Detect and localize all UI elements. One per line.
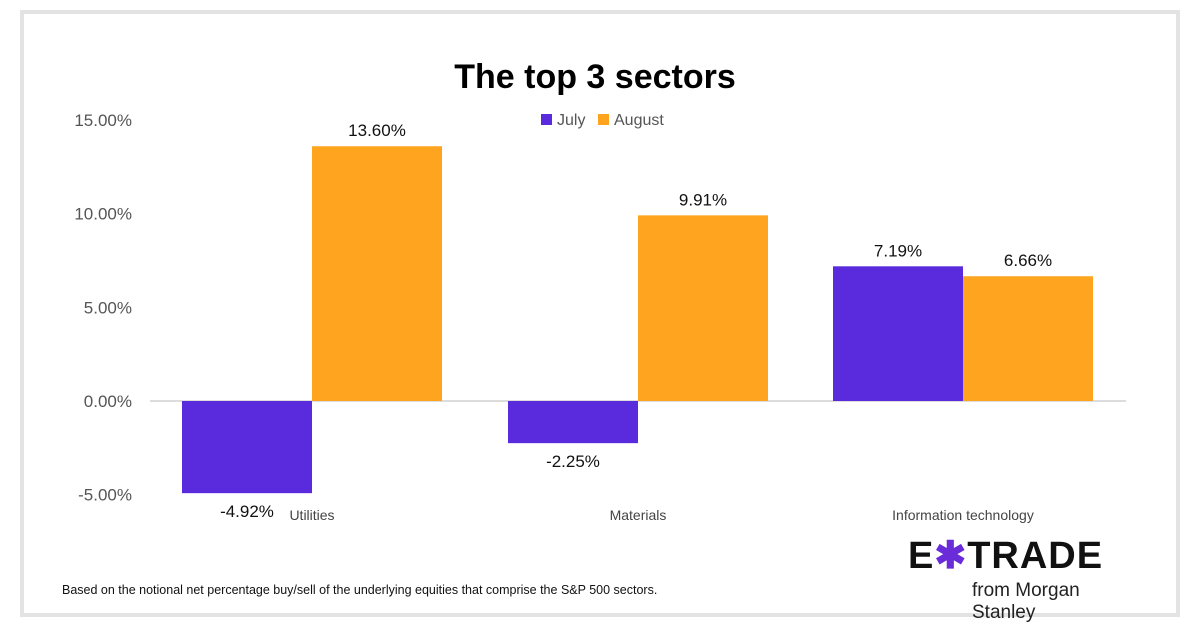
footnote: Based on the notional net percentage buy… bbox=[62, 583, 658, 597]
data-label: 9.91% bbox=[679, 190, 727, 209]
legend-swatch bbox=[541, 114, 552, 125]
legend-swatch bbox=[598, 114, 609, 125]
bar-july bbox=[833, 266, 963, 401]
logo-wordmark: E✱TRADE bbox=[908, 535, 1104, 577]
y-tick-label: 10.00% bbox=[74, 205, 132, 224]
data-label: 13.60% bbox=[348, 121, 406, 140]
legend-label: August bbox=[614, 112, 664, 129]
data-label: -2.25% bbox=[546, 452, 600, 471]
category-label: Materials bbox=[610, 507, 667, 523]
bar-july bbox=[182, 401, 312, 494]
data-label: 6.66% bbox=[1004, 251, 1052, 270]
logo-subtitle: from Morgan Stanley bbox=[972, 580, 1080, 623]
y-tick-label: 0.00% bbox=[84, 392, 132, 411]
data-label: 7.19% bbox=[874, 241, 922, 260]
bar-july bbox=[508, 401, 638, 444]
bar-august bbox=[963, 276, 1093, 401]
legend-label: July bbox=[557, 112, 585, 129]
y-tick-label: 15.00% bbox=[74, 111, 132, 130]
data-label: -4.92% bbox=[220, 502, 274, 521]
category-label: Information technology bbox=[892, 507, 1034, 523]
y-tick-label: 5.00% bbox=[84, 298, 132, 317]
category-label: Utilities bbox=[289, 507, 334, 523]
chart-title: The top 3 sectors bbox=[454, 58, 736, 96]
bar-august bbox=[638, 215, 768, 401]
etrade-logo: E✱TRADE from Morgan Stanley bbox=[908, 535, 1148, 623]
logo-star-icon: ✱ bbox=[934, 535, 968, 577]
y-tick-label: -5.00% bbox=[78, 486, 132, 505]
bar-august bbox=[312, 146, 442, 401]
